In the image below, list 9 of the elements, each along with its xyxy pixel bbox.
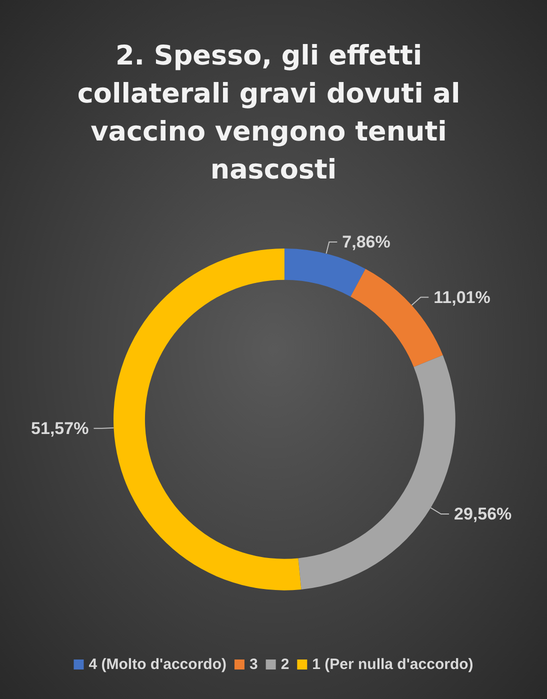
legend-label: 3 xyxy=(249,656,258,673)
legend-label: 1 (Per nulla d'accordo) xyxy=(312,656,474,673)
legend-label: 2 xyxy=(280,656,290,673)
data-label: 51,57% xyxy=(31,418,89,438)
data-label: 29,56% xyxy=(454,504,512,524)
chart-title: 2. Spesso, gli effetti collaterali gravi dovuti al vaccino vengono tenuti nascosti xyxy=(77,40,470,186)
legend-label: 4 (Molto d'accordo) xyxy=(88,656,226,673)
data-label: 11,01% xyxy=(434,288,490,307)
data-label: 7,86% xyxy=(342,232,390,252)
